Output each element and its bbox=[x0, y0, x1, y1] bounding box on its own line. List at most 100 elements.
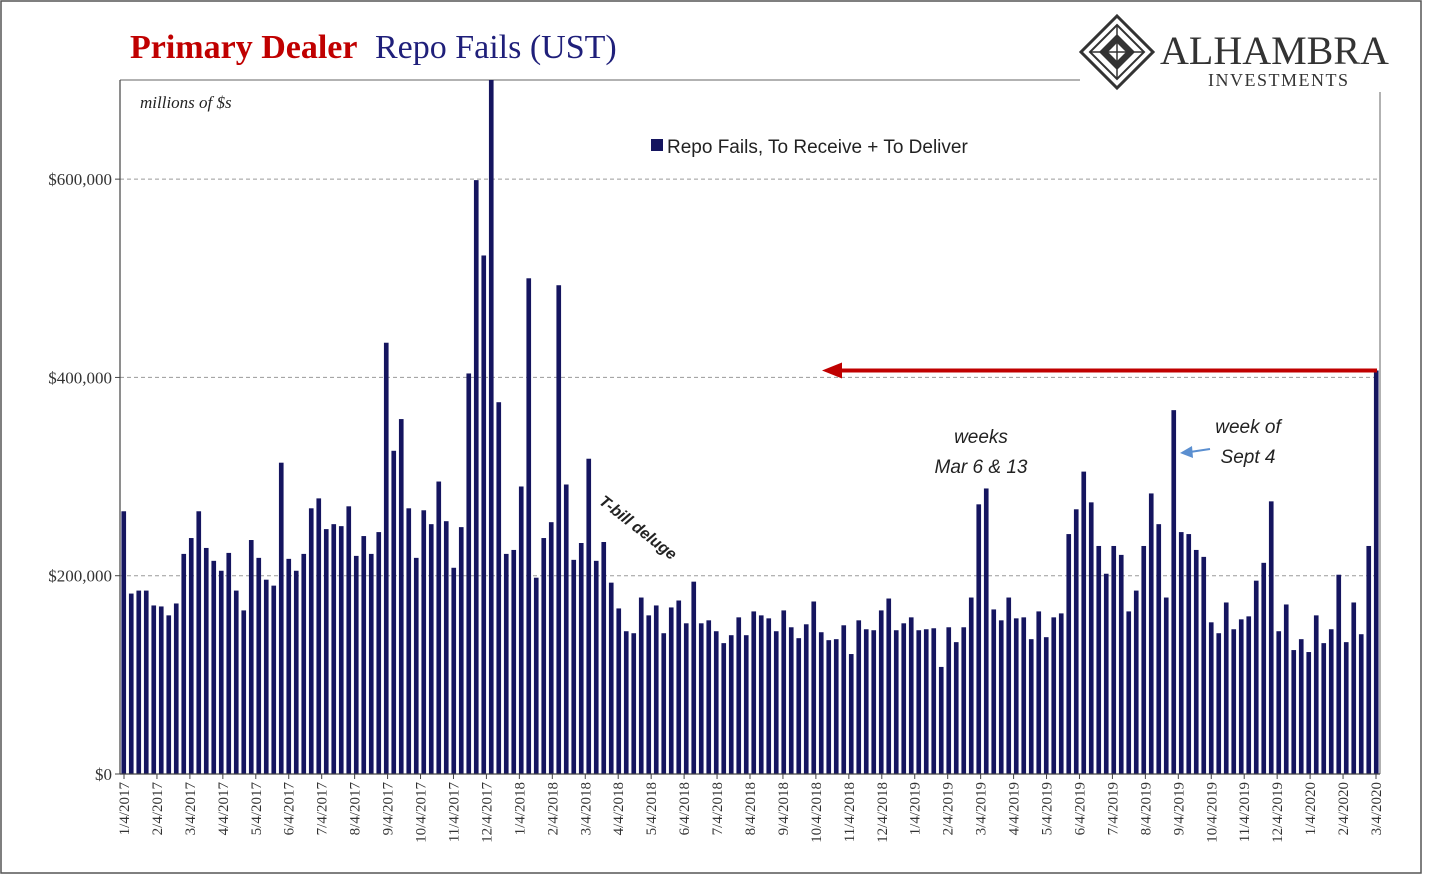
bar bbox=[751, 611, 757, 774]
x-tick-label: 12/4/2018 bbox=[875, 782, 891, 843]
bar bbox=[1081, 471, 1087, 774]
bar bbox=[1066, 534, 1072, 774]
bar bbox=[1268, 501, 1274, 774]
bar bbox=[931, 628, 937, 774]
bar bbox=[1208, 622, 1214, 774]
bar bbox=[181, 553, 187, 774]
annotation-tbill-deluge: T-bill deluge bbox=[596, 493, 680, 564]
x-tick-label: 12/4/2019 bbox=[1270, 782, 1286, 843]
x-tick-label: 12/4/2017 bbox=[479, 782, 495, 843]
bar bbox=[526, 278, 532, 774]
y-axis: $0 $200,000 $400,000 $600,000 bbox=[48, 170, 120, 784]
bar bbox=[1336, 574, 1342, 774]
x-tick-label: 6/4/2018 bbox=[677, 782, 693, 835]
x-tick-label: 3/4/2019 bbox=[974, 782, 990, 835]
x-tick-label: 4/4/2017 bbox=[216, 782, 232, 836]
x-tick-label: 10/4/2018 bbox=[809, 782, 825, 843]
bar bbox=[248, 540, 254, 774]
bar bbox=[1028, 639, 1034, 774]
bar bbox=[1118, 554, 1124, 774]
bar bbox=[953, 642, 959, 774]
bar bbox=[1096, 545, 1102, 774]
bar bbox=[818, 632, 824, 774]
bar bbox=[286, 558, 292, 774]
bar bbox=[421, 510, 427, 774]
bar bbox=[1141, 545, 1147, 774]
x-tick-label: 2/4/2017 bbox=[150, 782, 166, 836]
bar bbox=[946, 627, 952, 774]
x-tick-label: 9/4/2019 bbox=[1171, 782, 1187, 835]
bar bbox=[788, 627, 794, 774]
bar bbox=[901, 623, 907, 774]
bar bbox=[1193, 549, 1199, 774]
bar bbox=[271, 585, 277, 774]
annotation-weekof-line2: Sept 4 bbox=[1221, 447, 1276, 468]
bar bbox=[211, 560, 217, 774]
bar bbox=[1043, 637, 1049, 774]
bar bbox=[728, 635, 734, 774]
bar bbox=[1358, 634, 1364, 774]
bar bbox=[166, 615, 172, 774]
bar bbox=[743, 635, 749, 774]
bar bbox=[841, 625, 847, 774]
bar bbox=[1171, 410, 1177, 774]
bar bbox=[143, 590, 149, 774]
bar bbox=[241, 610, 247, 774]
bar bbox=[1186, 534, 1192, 774]
bar bbox=[916, 630, 922, 774]
x-axis: 1/4/2017 2/4/2017 3/4/2017 4/4/2017 5/4/2017… bbox=[117, 774, 1385, 843]
x-tick-label: 3/4/2018 bbox=[578, 782, 594, 835]
bar bbox=[1036, 611, 1042, 774]
x-tick-label: 7/4/2019 bbox=[1105, 782, 1121, 835]
bar bbox=[406, 508, 412, 774]
bar bbox=[278, 462, 284, 774]
bar bbox=[496, 402, 502, 774]
bar bbox=[1223, 602, 1229, 774]
bar bbox=[968, 597, 974, 774]
bar bbox=[1238, 619, 1244, 774]
x-tick-label: 8/4/2019 bbox=[1138, 782, 1154, 835]
bar bbox=[961, 627, 967, 774]
bar bbox=[428, 524, 434, 774]
bar bbox=[1133, 590, 1139, 774]
bar bbox=[233, 590, 239, 774]
bar bbox=[623, 631, 629, 774]
bar bbox=[1111, 545, 1117, 774]
bar bbox=[1058, 613, 1064, 774]
bar bbox=[1321, 643, 1327, 774]
bar bbox=[1088, 502, 1094, 774]
x-tick-label: 9/4/2018 bbox=[776, 782, 792, 835]
bar bbox=[436, 481, 442, 774]
bar bbox=[1343, 642, 1349, 774]
grid-layer bbox=[120, 178, 1380, 577]
bar bbox=[833, 639, 839, 774]
bar bbox=[173, 603, 179, 774]
bar bbox=[848, 654, 854, 774]
bar bbox=[811, 601, 817, 774]
bar bbox=[136, 590, 142, 774]
bar bbox=[878, 610, 884, 774]
bar bbox=[151, 605, 157, 774]
bar bbox=[503, 553, 509, 774]
bar bbox=[203, 547, 209, 774]
bar bbox=[338, 526, 344, 774]
bar bbox=[886, 598, 892, 774]
bar bbox=[473, 180, 479, 774]
x-tick-label: 1/4/2020 bbox=[1303, 782, 1319, 835]
bar bbox=[121, 511, 127, 774]
annotation-sept-4: week of Sept 4 bbox=[1180, 417, 1282, 468]
bar bbox=[991, 609, 997, 774]
bar bbox=[721, 643, 727, 774]
bar bbox=[301, 553, 307, 774]
bar bbox=[218, 570, 224, 774]
bar bbox=[1201, 556, 1207, 774]
bar bbox=[518, 486, 524, 774]
bar bbox=[863, 629, 869, 774]
bar bbox=[1156, 524, 1162, 774]
x-tick-label: 7/4/2017 bbox=[315, 782, 331, 836]
bar bbox=[1253, 580, 1259, 774]
bar bbox=[1021, 617, 1027, 774]
x-tick-label: 6/4/2019 bbox=[1073, 782, 1089, 835]
x-tick-label: 5/4/2018 bbox=[644, 782, 660, 835]
annotation-weekof-line1: week of bbox=[1215, 417, 1282, 438]
